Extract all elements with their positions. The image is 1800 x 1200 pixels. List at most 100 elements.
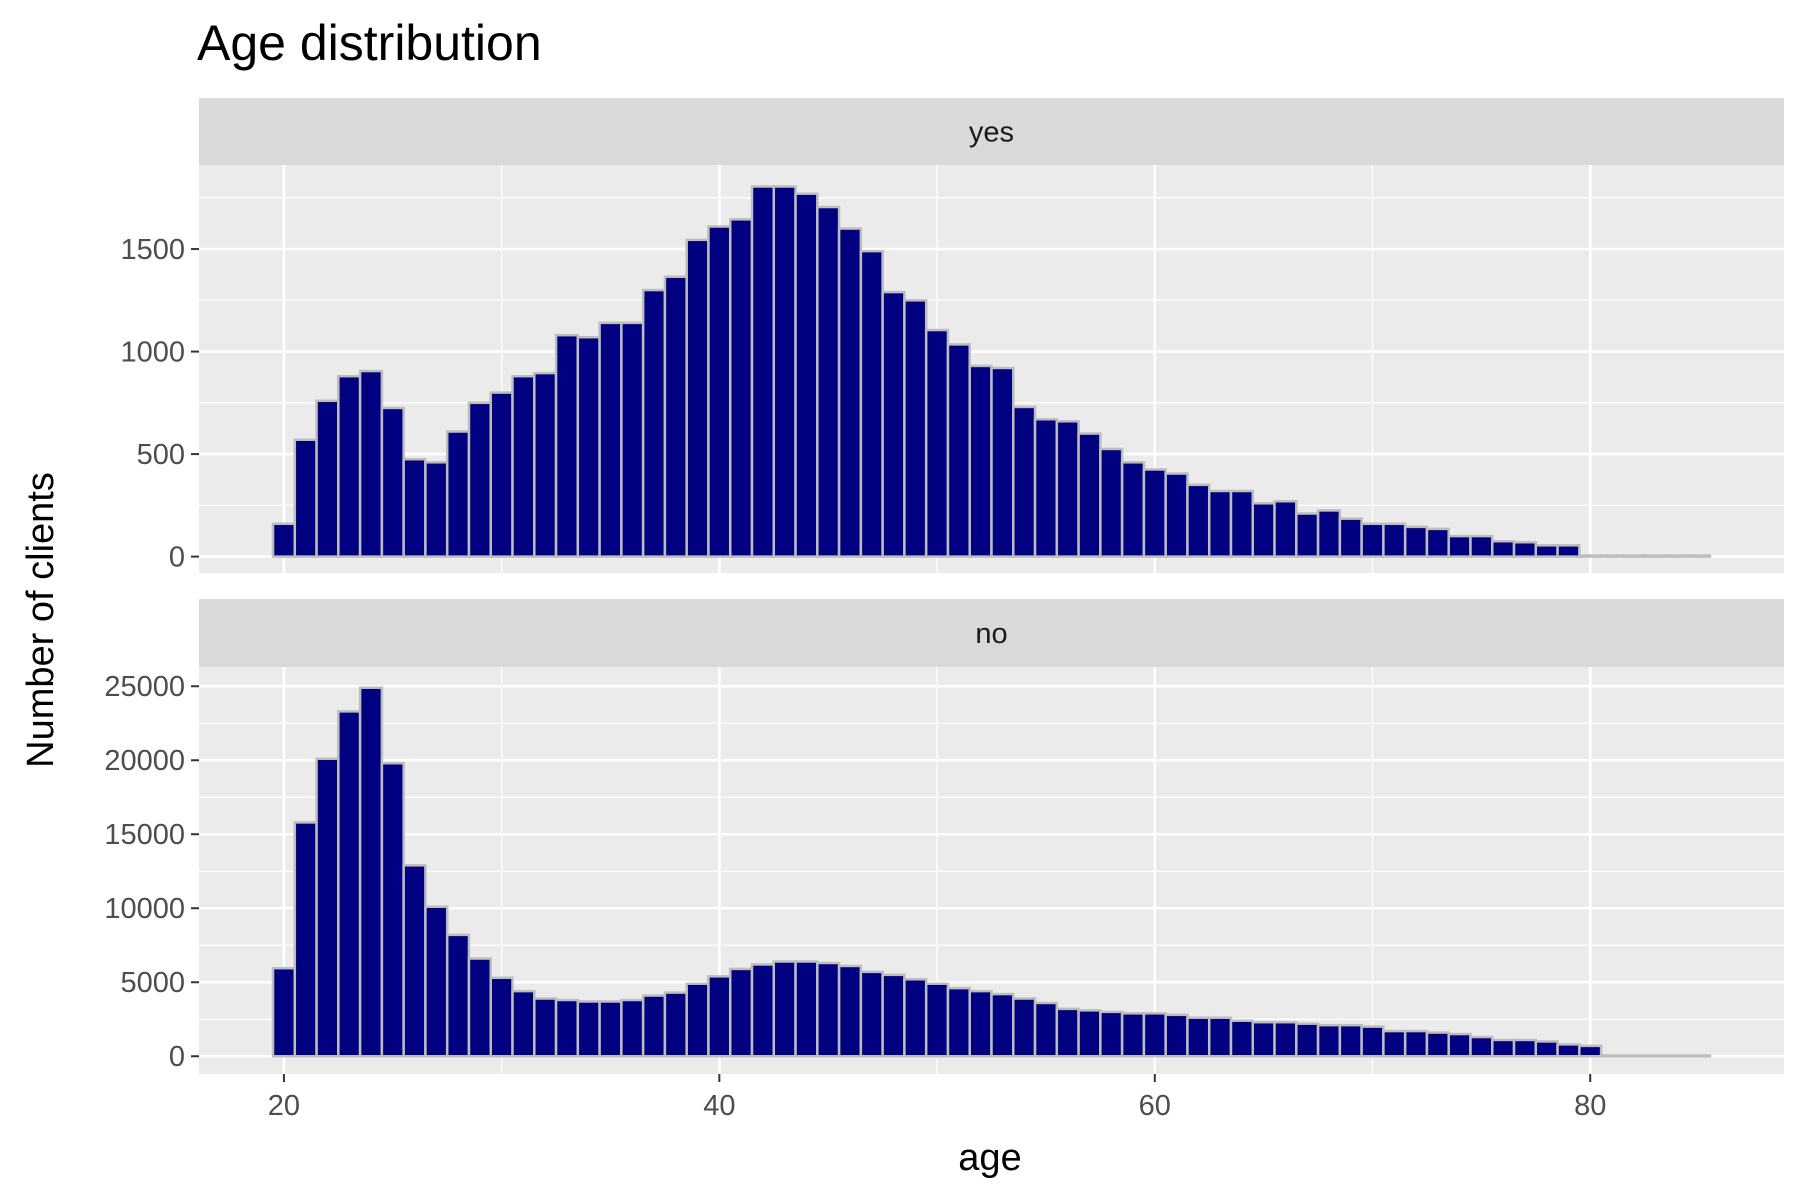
histogram-bar <box>685 982 710 1058</box>
histogram-bar <box>445 933 471 1058</box>
histogram-bar <box>663 275 688 558</box>
histogram-bar <box>1491 1038 1516 1058</box>
histogram-bar <box>837 964 863 1058</box>
histogram-bar <box>511 989 536 1058</box>
histogram-bar <box>794 960 819 1058</box>
histogram-bar <box>1643 554 1668 558</box>
x-tick-label: 20 <box>268 1090 300 1122</box>
histogram-bar <box>1055 420 1080 558</box>
histogram-bar <box>859 970 884 1058</box>
histogram-bar <box>1534 544 1559 558</box>
facet-strip <box>199 98 1784 165</box>
histogram-bar <box>576 335 601 558</box>
histogram-bar <box>816 961 841 1058</box>
histogram-bar <box>1164 472 1189 558</box>
histogram-bar <box>1686 554 1712 558</box>
histogram-bar <box>924 982 950 1058</box>
histogram-bar <box>794 192 819 558</box>
histogram-bar <box>293 821 318 1058</box>
histogram-bar <box>1360 522 1385 558</box>
histogram-bar <box>1316 509 1342 558</box>
histogram-bar <box>358 686 384 1058</box>
facet-strip-label: yes <box>969 117 1014 149</box>
y-tick-label: 500 <box>137 439 185 471</box>
histogram-bar <box>968 364 993 558</box>
histogram-bars <box>271 686 1712 1058</box>
histogram-bar <box>1556 1043 1581 1058</box>
histogram-bar <box>707 225 732 558</box>
histogram-bar <box>511 374 536 558</box>
histogram-bar <box>772 185 797 558</box>
histogram-bar <box>1621 554 1646 558</box>
histogram-bar <box>1186 1016 1211 1058</box>
histogram-bar <box>1295 1022 1320 1058</box>
histogram-bar <box>1338 1023 1363 1058</box>
histogram-bar <box>946 343 971 558</box>
histogram-bar <box>1120 461 1146 558</box>
histogram-bar <box>576 1000 601 1058</box>
facet-panel-yes: yes 0 500 1000 1500 <box>120 98 1784 574</box>
histogram-bar <box>750 963 776 1058</box>
histogram-bar <box>1295 512 1320 558</box>
histogram-bar <box>1534 1040 1559 1058</box>
histogram-bar <box>1512 540 1538 558</box>
histogram-bar <box>1665 554 1690 558</box>
histogram-bar <box>1447 1032 1472 1058</box>
histogram-bar <box>1229 489 1255 558</box>
histogram-bar <box>1142 1012 1167 1058</box>
histogram-bar <box>946 986 971 1058</box>
histogram-bar <box>641 994 667 1058</box>
histogram-bar <box>1251 1020 1276 1058</box>
histogram-bar <box>489 976 514 1058</box>
histogram-bar <box>402 864 427 1058</box>
histogram-bar <box>1512 1038 1538 1058</box>
facet-strip-label: no <box>975 618 1007 650</box>
histogram-bar <box>554 333 580 558</box>
histogram-bar <box>1033 417 1059 558</box>
histogram-bar <box>1621 1054 1646 1058</box>
histogram-bar <box>1686 1054 1712 1058</box>
histogram-bar <box>1055 1007 1080 1058</box>
histogram-bar <box>467 957 492 1058</box>
histogram-bar <box>1229 1019 1255 1058</box>
histogram-bar <box>1447 534 1472 558</box>
y-tick-label: 5000 <box>120 967 185 999</box>
histogram-bar <box>750 185 776 558</box>
histogram-bar <box>315 399 340 558</box>
histogram-bar <box>837 227 863 558</box>
chart-title: Age distribution <box>197 15 542 71</box>
histogram-bar <box>598 321 623 558</box>
histogram-bar <box>1578 1044 1603 1058</box>
histogram-bar <box>533 371 558 558</box>
y-tick-label: 25000 <box>104 671 185 703</box>
histogram-bar <box>772 960 797 1058</box>
histogram-bar <box>1099 447 1124 558</box>
histogram-bar <box>685 238 710 558</box>
histogram-bar <box>859 249 884 558</box>
histogram-bar <box>358 369 384 558</box>
histogram-bar <box>1556 544 1581 558</box>
histogram-bar <box>1207 1016 1233 1058</box>
histogram-bar <box>663 991 688 1058</box>
histogram-bar <box>337 374 362 558</box>
histogram-bar <box>402 457 427 558</box>
y-tick-label: 0 <box>169 542 185 574</box>
histogram-bar <box>380 761 405 1058</box>
histogram-bar <box>424 461 449 558</box>
histogram-bar <box>1599 554 1625 558</box>
histogram-bar <box>1403 1029 1429 1058</box>
histogram-bar <box>424 905 449 1058</box>
y-tick-label: 15000 <box>104 819 185 851</box>
histogram-bar <box>1665 1054 1690 1058</box>
histogram-bar <box>1251 502 1276 558</box>
x-axis-title: age <box>958 1137 1021 1179</box>
histogram-bar <box>1338 517 1363 558</box>
histogram-bar <box>881 973 906 1058</box>
histogram-bar <box>990 992 1015 1058</box>
histogram-bar <box>707 975 732 1058</box>
histogram-bar <box>1360 1025 1385 1058</box>
histogram-bar <box>1403 525 1429 558</box>
histogram-bar <box>1186 483 1211 558</box>
histogram-bar <box>271 522 297 558</box>
